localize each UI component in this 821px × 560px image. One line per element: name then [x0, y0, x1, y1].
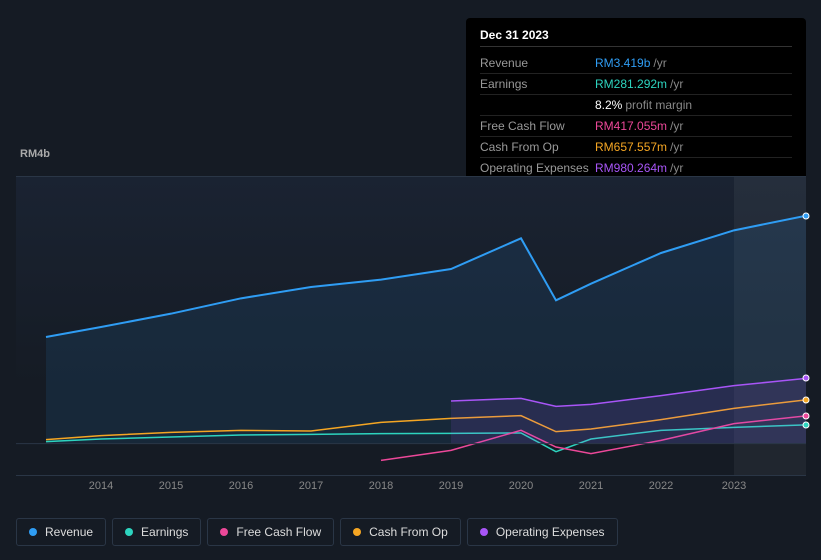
- series-marker-free-cash-flow: [803, 412, 810, 419]
- legend-item-earnings[interactable]: Earnings: [112, 518, 201, 546]
- tooltip-unit: /yr: [670, 161, 683, 175]
- legend-item-operating-expenses[interactable]: Operating Expenses: [467, 518, 618, 546]
- tooltip-row: RevenueRM3.419b/yr: [480, 53, 792, 74]
- x-axis-tick: 2014: [89, 480, 113, 492]
- tooltip-value: RM3.419b: [595, 56, 650, 70]
- legend-dot: [353, 528, 361, 536]
- legend-item-cash-from-op[interactable]: Cash From Op: [340, 518, 461, 546]
- tooltip-value: RM657.557m: [595, 140, 667, 154]
- tooltip-unit: /yr: [670, 119, 683, 133]
- tooltip-label: Revenue: [480, 56, 595, 70]
- legend-dot: [480, 528, 488, 536]
- y-axis-label: RM4b: [20, 148, 50, 160]
- series-marker-operating-expenses: [803, 375, 810, 382]
- x-axis-tick: 2021: [579, 480, 603, 492]
- tooltip-value: RM980.264m: [595, 161, 667, 175]
- tooltip-label: Cash From Op: [480, 140, 595, 154]
- legend-label: Operating Expenses: [496, 525, 605, 539]
- tooltip-value: RM417.055m: [595, 119, 667, 133]
- tooltip-row: Operating ExpensesRM980.264m/yr: [480, 158, 792, 178]
- legend-label: Free Cash Flow: [236, 525, 321, 539]
- tooltip-row: 8.2%profit margin: [480, 95, 792, 116]
- legend-label: Revenue: [45, 525, 93, 539]
- tooltip-unit: /yr: [653, 56, 666, 70]
- legend-label: Earnings: [141, 525, 188, 539]
- tooltip-unit: profit margin: [625, 98, 692, 112]
- legend-item-free-cash-flow[interactable]: Free Cash Flow: [207, 518, 334, 546]
- x-axis-tick: 2018: [369, 480, 393, 492]
- chart-svg: [16, 177, 806, 477]
- chart-legend: Revenue Earnings Free Cash Flow Cash From O…: [16, 518, 618, 546]
- tooltip-unit: /yr: [670, 140, 683, 154]
- legend-dot: [29, 528, 37, 536]
- x-axis-tick: 2023: [722, 480, 746, 492]
- tooltip-row: Free Cash FlowRM417.055m/yr: [480, 116, 792, 137]
- chart-x-axis: 2014 2015 2016 2017 2018 2019 2020 2021 2022 2023: [16, 480, 806, 500]
- tooltip-label: [480, 98, 595, 112]
- tooltip-label: Operating Expenses: [480, 161, 595, 175]
- x-axis-tick: 2020: [509, 480, 533, 492]
- chart-plot-area[interactable]: [16, 176, 806, 476]
- tooltip-date: Dec 31 2023: [480, 28, 792, 47]
- legend-dot: [220, 528, 228, 536]
- legend-label: Cash From Op: [369, 525, 448, 539]
- legend-item-revenue[interactable]: Revenue: [16, 518, 106, 546]
- tooltip-row: Cash From OpRM657.557m/yr: [480, 137, 792, 158]
- x-axis-tick: 2016: [229, 480, 253, 492]
- x-axis-tick: 2022: [649, 480, 673, 492]
- x-axis-tick: 2019: [439, 480, 463, 492]
- x-axis-tick: 2015: [159, 480, 183, 492]
- series-marker-earnings: [803, 421, 810, 428]
- tooltip-label: Free Cash Flow: [480, 119, 595, 133]
- tooltip-row: EarningsRM281.292m/yr: [480, 74, 792, 95]
- chart-tooltip: Dec 31 2023 RevenueRM3.419b/yrEarningsRM…: [466, 18, 806, 188]
- tooltip-label: Earnings: [480, 77, 595, 91]
- series-marker-revenue: [803, 212, 810, 219]
- tooltip-value: RM281.292m: [595, 77, 667, 91]
- tooltip-value: 8.2%: [595, 98, 622, 112]
- legend-dot: [125, 528, 133, 536]
- x-axis-tick: 2017: [299, 480, 323, 492]
- tooltip-unit: /yr: [670, 77, 683, 91]
- series-marker-cash-from-op: [803, 396, 810, 403]
